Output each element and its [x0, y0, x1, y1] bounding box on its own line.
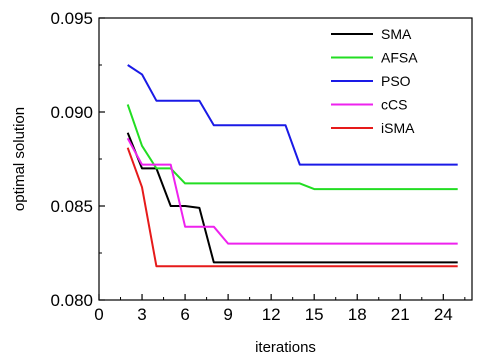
y-axis-label: optimal solution	[11, 107, 28, 211]
x-tick-label: 21	[391, 305, 410, 324]
x-axis: 0 3 6 9 12 15 18 21 24	[94, 294, 466, 324]
x-tick-label: 6	[180, 305, 189, 324]
series-line-sma	[126, 132, 458, 264]
series-line-ccs	[126, 137, 458, 245]
series-lines	[126, 64, 458, 268]
legend: SMA AFSA PSO cCS iSMA	[331, 26, 418, 136]
y-tick-label: 0.080	[50, 291, 93, 310]
y-axis: 0.080 0.085 0.090 0.095	[50, 9, 105, 310]
series-line-afsa	[126, 104, 458, 191]
legend-label: PSO	[381, 73, 411, 89]
legend-label: iSMA	[381, 120, 415, 136]
x-tick-label: 3	[137, 305, 146, 324]
legend-label: cCS	[381, 97, 407, 113]
y-tick-label: 0.085	[50, 197, 93, 216]
series-line-pso	[127, 64, 458, 166]
x-tick-label: 18	[348, 305, 367, 324]
legend-label: SMA	[381, 26, 412, 42]
x-tick-label: 24	[434, 305, 453, 324]
series-line-isma	[126, 147, 458, 268]
y-tick-label: 0.090	[50, 103, 93, 122]
y-tick-label: 0.095	[50, 9, 93, 28]
x-tick-label: 0	[94, 305, 103, 324]
x-tick-label: 9	[223, 305, 232, 324]
x-tick-label: 15	[305, 305, 324, 324]
legend-label: AFSA	[381, 50, 418, 66]
x-tick-label: 12	[262, 305, 281, 324]
x-axis-label: iterations	[255, 339, 316, 356]
